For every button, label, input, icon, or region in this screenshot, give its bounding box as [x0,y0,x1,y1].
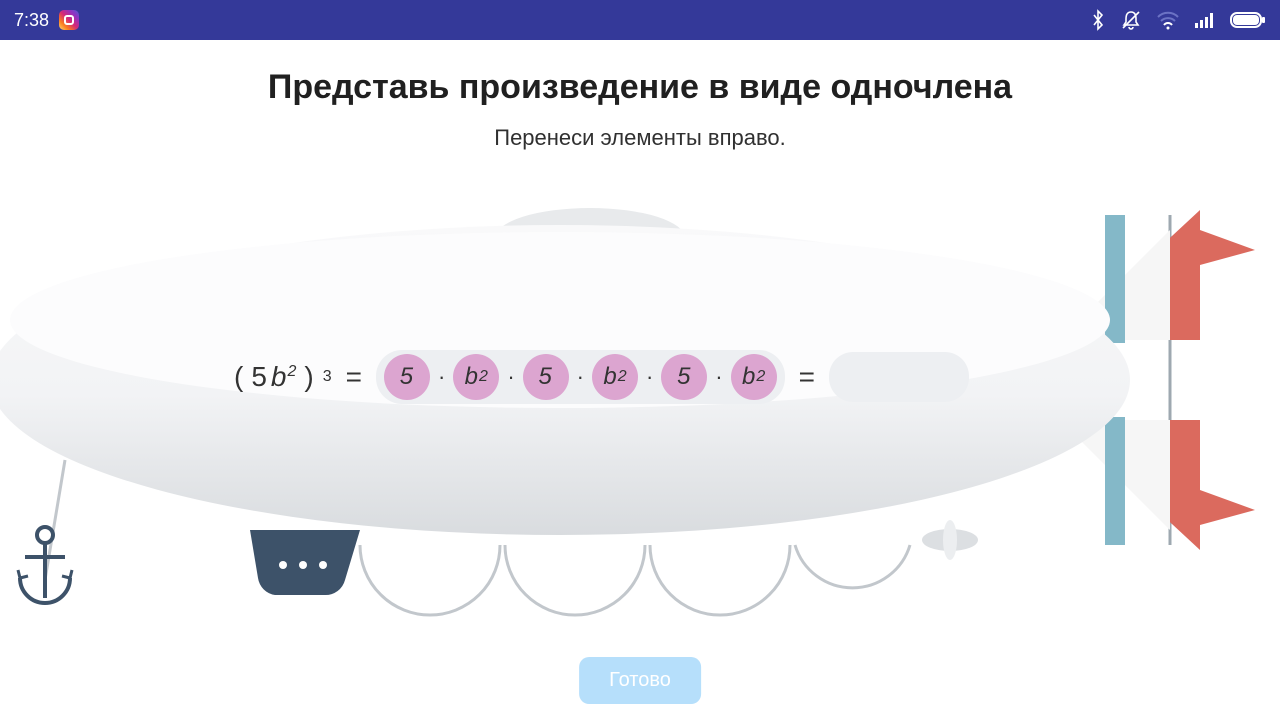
chip-2[interactable]: 5 [523,354,569,400]
chip-0[interactable]: 5 [384,354,430,400]
coef: 5 [251,361,267,393]
dot-op: · [503,364,518,390]
dot-op: · [711,364,726,390]
expansion-pill: 5 · b2 · 5 · b2 · 5 · b2 [376,350,785,404]
page-title: Представь произведение в виде одночлена [0,40,1280,107]
signal-icon [1194,11,1216,29]
wifi-icon [1156,10,1180,30]
done-button[interactable]: Готово [579,657,701,704]
chip-4[interactable]: 5 [661,354,707,400]
variable: b2 [271,361,296,393]
status-bar: 7:38 [0,0,1280,40]
equals-sign-2: = [789,361,825,393]
outer-exp: 3 [323,368,332,386]
chip-1[interactable]: b2 [453,354,499,400]
bluetooth-icon [1090,9,1106,31]
close-paren: ) [300,361,317,393]
lesson-content: Представь произведение в виде одночлена … [0,40,1280,720]
dot-op: · [434,364,449,390]
dot-op: · [573,364,588,390]
chip-3[interactable]: b2 [592,354,638,400]
clock-text: 7:38 [14,10,49,31]
open-paren: ( [230,361,247,393]
battery-icon [1230,11,1266,29]
equals-sign-1: = [336,361,372,393]
chip-5[interactable]: b2 [731,354,777,400]
dot-op: · [642,364,657,390]
page-subtitle: Перенеси элементы вправо. [0,107,1280,151]
instagram-icon [59,10,79,30]
answer-drop-zone[interactable] [829,352,969,402]
airship-svg [0,200,1280,620]
equation-row: ( 5 b2 ) 3 = 5 · b2 · 5 · b2 · 5 · b2 = [230,350,969,404]
dnd-icon [1120,9,1142,31]
